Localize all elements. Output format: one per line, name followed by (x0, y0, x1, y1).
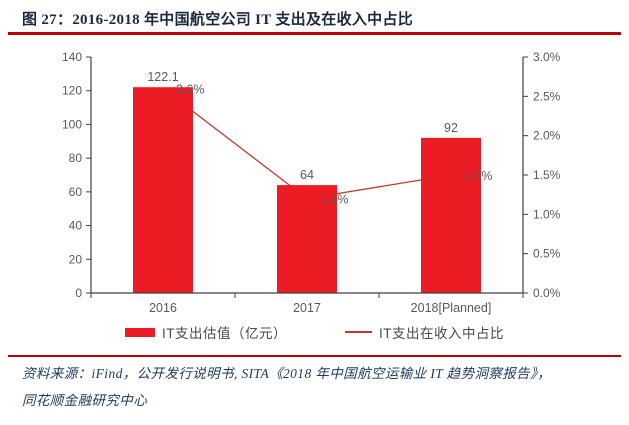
legend-bar-label: IT支出估值（亿元） (162, 326, 287, 341)
svg-text:2.6%: 2.6% (176, 82, 205, 96)
svg-text:122.1: 122.1 (147, 70, 178, 84)
source-note: 资料来源：iFind，公开发行说明书, SITA《2018 年中国航空运输业 I… (22, 360, 612, 414)
legend-line-label: IT支出在收入中占比 (379, 326, 504, 341)
figure-title: 图 27：2016-2018 年中国航空公司 IT 支出及在收入中占比 (22, 12, 414, 28)
svg-text:2017: 2017 (293, 301, 321, 315)
svg-text:2.5%: 2.5% (533, 89, 561, 103)
line-value-labels: 2.6% 1.2% 1.5% (176, 82, 493, 206)
svg-text:2018[Planned]: 2018[Planned] (411, 301, 492, 315)
svg-text:0: 0 (75, 286, 82, 300)
svg-text:60: 60 (69, 185, 83, 199)
svg-text:2.0%: 2.0% (533, 129, 561, 143)
svg-text:2016: 2016 (149, 301, 177, 315)
bar-2018[Planned] (421, 137, 481, 293)
svg-text:140: 140 (62, 50, 82, 64)
legend-item-bar-series: IT支出估值（亿元） (125, 322, 287, 342)
svg-text:120: 120 (62, 84, 82, 98)
it-spend-chart: 0 20 40 60 80 100 120 140 0.0% 0.5% 1.0% 1.5% 2.0% 2.… (62, 50, 561, 315)
bar-series-swatch-icon (125, 327, 155, 337)
chart-legend: IT支出估值（亿元） IT支出在收入中占比 (0, 322, 629, 342)
svg-text:1.0%: 1.0% (533, 207, 561, 221)
legend-item-line-series: IT支出在收入中占比 (345, 322, 504, 342)
footer-rule (8, 355, 621, 357)
svg-text:92: 92 (444, 121, 458, 135)
svg-text:1.5%: 1.5% (464, 169, 493, 183)
svg-text:1.2%: 1.2% (320, 193, 349, 207)
svg-text:40: 40 (69, 219, 83, 233)
svg-text:1.5%: 1.5% (533, 168, 561, 182)
svg-text:80: 80 (69, 151, 83, 165)
svg-text:20: 20 (69, 252, 83, 266)
title-underline (8, 32, 621, 35)
left-axis: 0 20 40 60 80 100 120 140 (62, 50, 91, 300)
bar-value-labels: 122.1 64 92 (147, 70, 458, 182)
svg-text:64: 64 (300, 168, 314, 182)
bar-2017 (277, 185, 337, 293)
right-axis: 0.0% 0.5% 1.0% 1.5% 2.0% 2.5% 3.0% (523, 50, 561, 300)
svg-text:100: 100 (62, 117, 82, 131)
source-line-2: 同花顺金融研究中心 (22, 393, 148, 408)
bar-2016 (133, 87, 193, 293)
source-line-1: 资料来源：iFind，公开发行说明书, SITA《2018 年中国航空运输业 I… (22, 366, 552, 381)
x-axis: 2016 2017 2018[Planned] (90, 293, 524, 315)
svg-text:0.0%: 0.0% (533, 286, 561, 300)
line-series-swatch-icon (345, 331, 372, 333)
bar-series (133, 87, 481, 293)
svg-text:3.0%: 3.0% (533, 50, 561, 64)
svg-text:0.5%: 0.5% (533, 247, 561, 261)
